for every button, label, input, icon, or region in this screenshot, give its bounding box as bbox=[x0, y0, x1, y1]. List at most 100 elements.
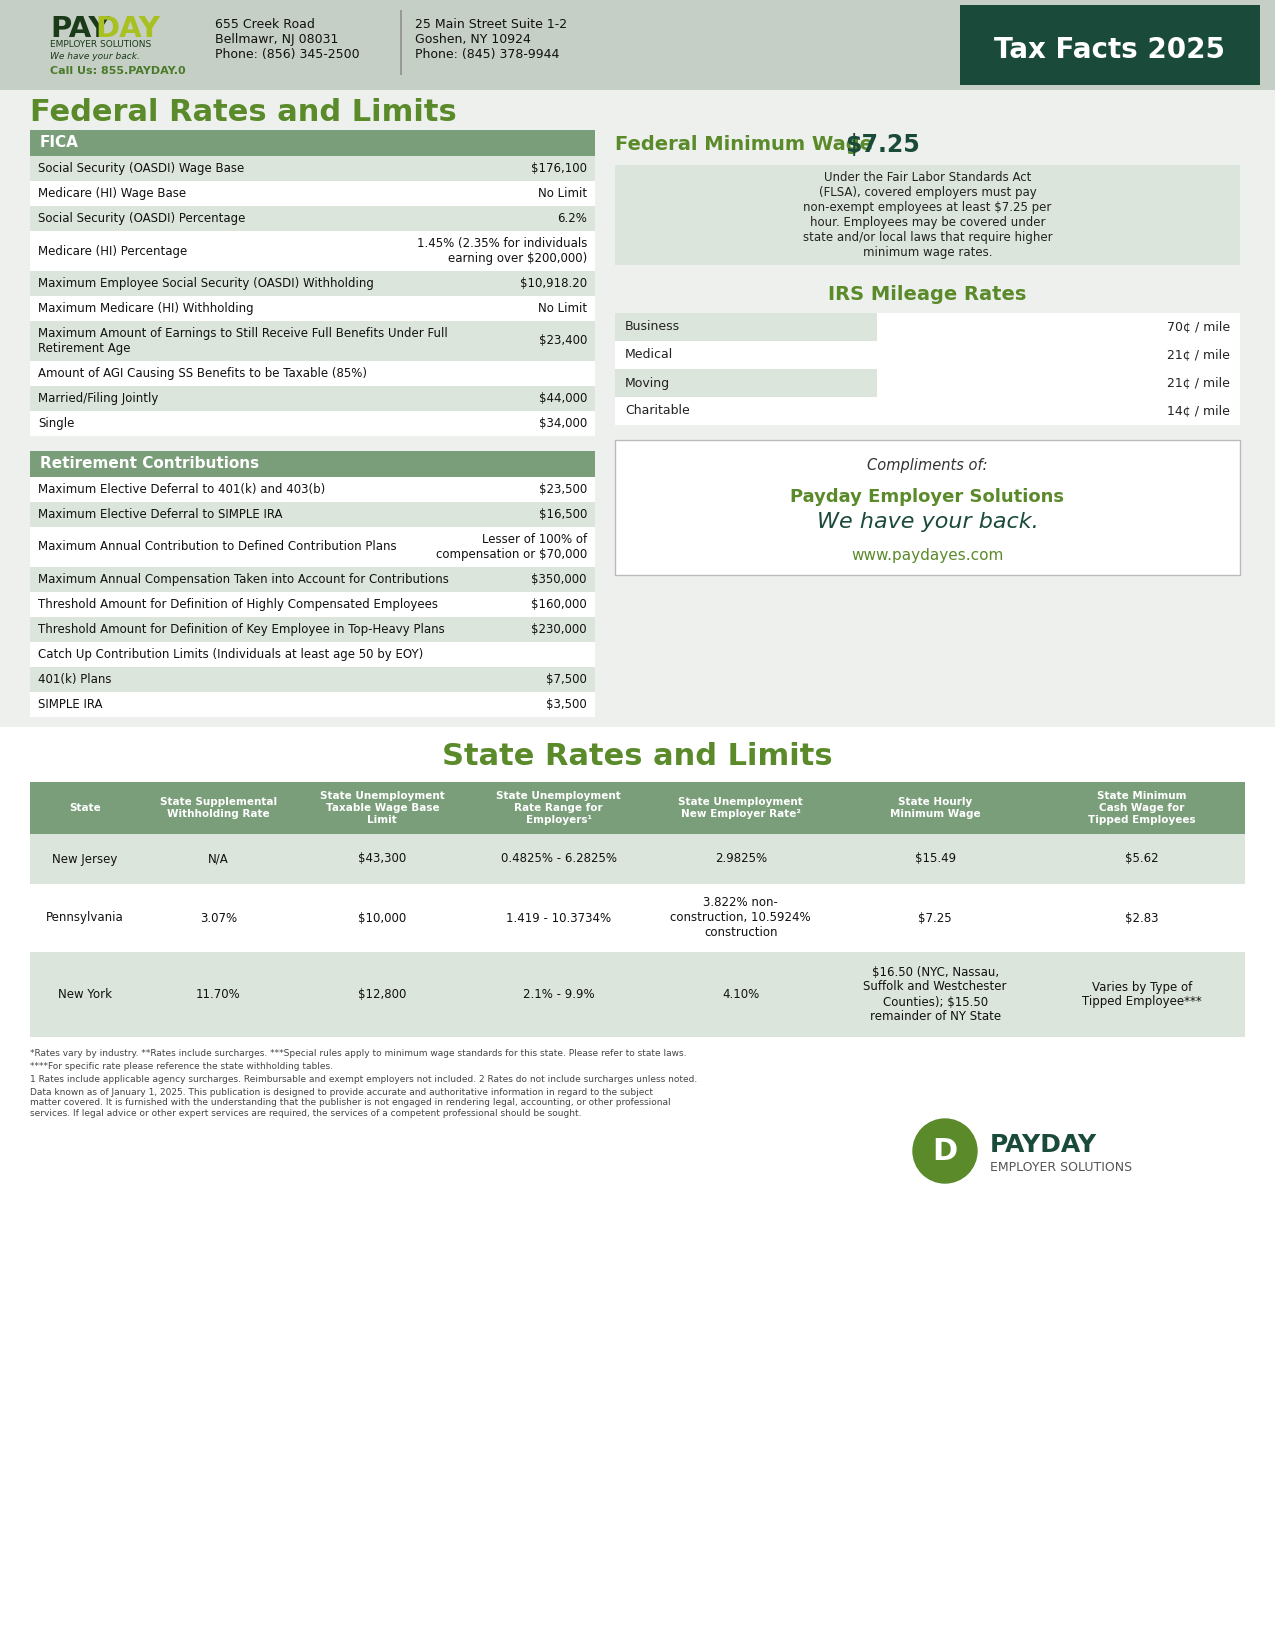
Text: PAYDAY: PAYDAY bbox=[989, 1134, 1096, 1157]
Text: www.paydayes.com: www.paydayes.com bbox=[852, 548, 1003, 563]
Text: $44,000: $44,000 bbox=[538, 393, 586, 404]
Text: 0.4825% - 6.2825%: 0.4825% - 6.2825% bbox=[501, 853, 617, 866]
Text: 70¢ / mile: 70¢ / mile bbox=[1167, 320, 1230, 333]
Text: Charitable: Charitable bbox=[625, 404, 690, 417]
Bar bbox=[900, 1110, 1244, 1191]
Text: Pennsylvania: Pennsylvania bbox=[46, 911, 124, 924]
Text: $7.25: $7.25 bbox=[918, 911, 952, 924]
Text: $23,400: $23,400 bbox=[538, 335, 586, 348]
Bar bbox=[31, 642, 595, 667]
Bar bbox=[31, 952, 1244, 1036]
Text: State Unemployment
Rate Range for
Employers¹: State Unemployment Rate Range for Employ… bbox=[496, 792, 621, 825]
Bar bbox=[31, 667, 595, 691]
Text: 2.9825%: 2.9825% bbox=[715, 853, 766, 866]
Text: $16.50 (NYC, Nassau,
Suffolk and Westchester
Counties); $15.50
remainder of NY S: $16.50 (NYC, Nassau, Suffolk and Westche… bbox=[863, 965, 1007, 1023]
Text: Call Us: 855.PAYDAY.0: Call Us: 855.PAYDAY.0 bbox=[50, 66, 186, 76]
Text: Goshen, NY 10924: Goshen, NY 10924 bbox=[414, 33, 530, 46]
Bar bbox=[31, 130, 595, 157]
Bar bbox=[31, 833, 1244, 884]
Bar bbox=[31, 295, 595, 322]
Bar bbox=[615, 370, 877, 398]
Text: Medicare (HI) Wage Base: Medicare (HI) Wage Base bbox=[38, 186, 186, 200]
Text: $2.83: $2.83 bbox=[1125, 911, 1159, 924]
Bar bbox=[877, 398, 1241, 426]
Text: $5.62: $5.62 bbox=[1125, 853, 1159, 866]
Bar bbox=[877, 370, 1241, 398]
Text: FICA: FICA bbox=[40, 135, 79, 150]
Text: 2.1% - 9.9%: 2.1% - 9.9% bbox=[523, 988, 594, 1002]
Text: $350,000: $350,000 bbox=[532, 573, 586, 586]
Text: $176,100: $176,100 bbox=[530, 162, 586, 175]
Text: Social Security (OASDI) Percentage: Social Security (OASDI) Percentage bbox=[38, 211, 245, 224]
Text: Bellmawr, NJ 08031: Bellmawr, NJ 08031 bbox=[215, 33, 338, 46]
Text: Under the Fair Labor Standards Act
(FLSA), covered employers must pay
non-exempt: Under the Fair Labor Standards Act (FLSA… bbox=[803, 172, 1052, 259]
Text: Lesser of 100% of
compensation or $70,000: Lesser of 100% of compensation or $70,00… bbox=[436, 533, 586, 561]
Bar bbox=[960, 5, 1260, 86]
Bar bbox=[31, 526, 595, 568]
Bar bbox=[31, 884, 1244, 952]
Text: Federal Minimum Wage: Federal Minimum Wage bbox=[615, 135, 873, 153]
Text: EMPLOYER SOLUTIONS: EMPLOYER SOLUTIONS bbox=[50, 40, 152, 50]
Text: Compliments of:: Compliments of: bbox=[867, 459, 988, 474]
Text: 3.07%: 3.07% bbox=[200, 911, 237, 924]
Text: $230,000: $230,000 bbox=[532, 624, 586, 635]
Text: 14¢ / mile: 14¢ / mile bbox=[1167, 404, 1230, 417]
Bar bbox=[31, 782, 1244, 833]
Bar bbox=[31, 450, 595, 477]
Text: $16,500: $16,500 bbox=[538, 508, 586, 521]
Text: State Minimum
Cash Wage for
Tipped Employees: State Minimum Cash Wage for Tipped Emplo… bbox=[1088, 792, 1196, 825]
Text: Data known as of January 1, 2025. This publication is designed to provide accura: Data known as of January 1, 2025. This p… bbox=[31, 1087, 671, 1117]
Bar bbox=[615, 398, 877, 426]
Text: Single: Single bbox=[38, 417, 74, 431]
Text: $12,800: $12,800 bbox=[358, 988, 407, 1002]
Text: Threshold Amount for Definition of Key Employee in Top-Heavy Plans: Threshold Amount for Definition of Key E… bbox=[38, 624, 445, 635]
Text: 655 Creek Road: 655 Creek Road bbox=[215, 18, 315, 31]
Bar bbox=[400, 10, 402, 74]
Text: Varies by Type of
Tipped Employee***: Varies by Type of Tipped Employee*** bbox=[1082, 980, 1201, 1008]
Text: State Rates and Limits: State Rates and Limits bbox=[441, 742, 833, 771]
Bar bbox=[31, 157, 595, 182]
Text: We have your back.: We have your back. bbox=[50, 53, 140, 61]
Bar bbox=[0, 728, 1275, 1650]
Text: 21¢ / mile: 21¢ / mile bbox=[1167, 348, 1230, 361]
Text: SIMPLE IRA: SIMPLE IRA bbox=[38, 698, 102, 711]
Text: Maximum Elective Deferral to SIMPLE IRA: Maximum Elective Deferral to SIMPLE IRA bbox=[38, 508, 283, 521]
Text: Maximum Elective Deferral to 401(k) and 403(b): Maximum Elective Deferral to 401(k) and … bbox=[38, 483, 325, 497]
Bar bbox=[31, 386, 595, 411]
Text: 1.45% (2.35% for individuals
earning over $200,000): 1.45% (2.35% for individuals earning ove… bbox=[417, 238, 586, 266]
Text: EMPLOYER SOLUTIONS: EMPLOYER SOLUTIONS bbox=[989, 1162, 1132, 1175]
Text: $3,500: $3,500 bbox=[546, 698, 587, 711]
Text: 25 Main Street Suite 1-2: 25 Main Street Suite 1-2 bbox=[414, 18, 567, 31]
Bar bbox=[615, 165, 1241, 266]
Text: 6.2%: 6.2% bbox=[557, 211, 586, 224]
Text: IRS Mileage Rates: IRS Mileage Rates bbox=[829, 285, 1026, 304]
Text: New Jersey: New Jersey bbox=[52, 853, 117, 866]
Bar bbox=[31, 502, 595, 526]
Text: Retirement Contributions: Retirement Contributions bbox=[40, 455, 259, 470]
Bar bbox=[615, 342, 877, 370]
Text: $10,918.20: $10,918.20 bbox=[520, 277, 586, 290]
Text: We have your back.: We have your back. bbox=[816, 512, 1038, 531]
Bar bbox=[877, 314, 1241, 342]
Bar bbox=[31, 271, 595, 295]
Text: State Unemployment
New Employer Rate²: State Unemployment New Employer Rate² bbox=[678, 797, 803, 818]
Circle shape bbox=[913, 1119, 977, 1183]
Bar bbox=[877, 342, 1241, 370]
Bar bbox=[31, 411, 595, 436]
Text: ****For specific rate please reference the state withholding tables.: ****For specific rate please reference t… bbox=[31, 1063, 333, 1071]
Text: Payday Employer Solutions: Payday Employer Solutions bbox=[790, 488, 1065, 507]
Text: Maximum Annual Contribution to Defined Contribution Plans: Maximum Annual Contribution to Defined C… bbox=[38, 541, 397, 553]
Text: $160,000: $160,000 bbox=[532, 597, 586, 610]
Bar bbox=[615, 441, 1241, 574]
Text: Maximum Amount of Earnings to Still Receive Full Benefits Under Full
Retirement : Maximum Amount of Earnings to Still Rece… bbox=[38, 327, 448, 355]
Text: State: State bbox=[69, 804, 101, 813]
Text: $34,000: $34,000 bbox=[539, 417, 586, 431]
Bar bbox=[31, 691, 595, 718]
Text: $7,500: $7,500 bbox=[546, 673, 587, 686]
Text: State Supplemental
Withholding Rate: State Supplemental Withholding Rate bbox=[159, 797, 277, 818]
Text: Phone: (856) 345-2500: Phone: (856) 345-2500 bbox=[215, 48, 360, 61]
Text: Medicare (HI) Percentage: Medicare (HI) Percentage bbox=[38, 244, 187, 257]
Bar bbox=[615, 314, 877, 342]
Text: Phone: (845) 378-9944: Phone: (845) 378-9944 bbox=[414, 48, 560, 61]
Text: N/A: N/A bbox=[208, 853, 228, 866]
